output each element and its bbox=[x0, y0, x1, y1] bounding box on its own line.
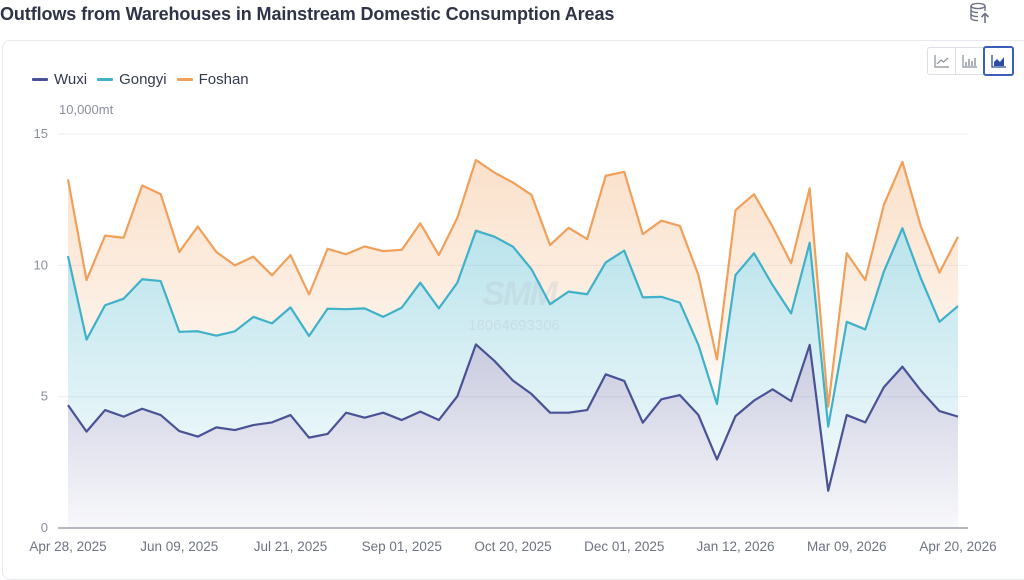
database-export-icon bbox=[970, 2, 990, 23]
y-tick-label: 5 bbox=[41, 389, 48, 404]
legend-item-wuxi[interactable]: Wuxi bbox=[32, 71, 87, 88]
legend-label: Wuxi bbox=[54, 71, 88, 88]
legend-label: Gongyi bbox=[119, 71, 167, 88]
legend-item-gongyi[interactable]: Gongyi bbox=[97, 71, 167, 88]
legend-swatch-gongyi bbox=[97, 78, 114, 81]
area-foshan bbox=[68, 160, 958, 427]
area-chart-icon bbox=[990, 55, 1006, 68]
area-chart-button[interactable] bbox=[983, 46, 1014, 76]
chart-type-switcher bbox=[927, 46, 1014, 77]
y-tick-label: 0 bbox=[41, 520, 48, 535]
export-data-button[interactable] bbox=[966, 0, 994, 26]
x-tick-label: Sep 01, 2025 bbox=[362, 539, 442, 554]
legend-swatch-wuxi bbox=[32, 78, 48, 81]
series-line-foshan[interactable] bbox=[66, 158, 959, 408]
legend-item-foshan[interactable]: Foshan bbox=[176, 71, 249, 88]
watermark-number: 18064693306 bbox=[468, 317, 560, 334]
y-tick-label: 15 bbox=[34, 126, 48, 141]
watermark-logo: SMM bbox=[482, 275, 558, 313]
series-line-gongyi[interactable] bbox=[66, 227, 959, 428]
stacked-area-chart: SMM 18064693306 0 5 10 15 Apr 28, 2025 Jun 09… bbox=[29, 126, 996, 554]
x-tick-label: Jul 21, 2025 bbox=[254, 539, 328, 554]
area-gongyi bbox=[68, 228, 958, 491]
x-tick-label: Oct 20, 2025 bbox=[474, 539, 551, 554]
watermark: SMM 18064693306 bbox=[468, 275, 560, 334]
x-tick-label: Dec 01, 2025 bbox=[584, 539, 664, 554]
bar-chart-icon bbox=[961, 55, 977, 68]
chart-legend: Wuxi Gongyi Foshan bbox=[32, 71, 259, 88]
x-tick-label: Apr 28, 2025 bbox=[29, 539, 106, 554]
x-tick-label: Jun 09, 2025 bbox=[140, 539, 218, 554]
area-wuxi bbox=[68, 344, 958, 528]
line-chart-icon bbox=[933, 55, 949, 68]
x-tick-label: Mar 09, 2026 bbox=[807, 539, 887, 554]
y-axis-unit-label: 10,000mt bbox=[59, 102, 114, 117]
y-tick-label: 10 bbox=[34, 257, 48, 272]
legend-swatch-foshan bbox=[176, 78, 193, 81]
page-title: Outflows from Warehouses in Mainstream D… bbox=[0, 4, 615, 24]
x-tick-label: Apr 20, 2026 bbox=[919, 539, 996, 554]
series-line-wuxi[interactable] bbox=[67, 343, 959, 492]
legend-label: Foshan bbox=[198, 71, 249, 88]
x-tick-label: Jan 12, 2026 bbox=[696, 539, 774, 554]
